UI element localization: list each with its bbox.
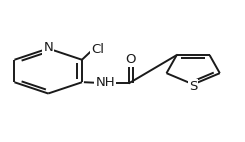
Text: Cl: Cl <box>91 43 104 56</box>
Text: S: S <box>189 80 197 93</box>
Text: O: O <box>125 53 136 66</box>
Text: NH: NH <box>95 76 115 89</box>
Text: N: N <box>43 41 53 54</box>
